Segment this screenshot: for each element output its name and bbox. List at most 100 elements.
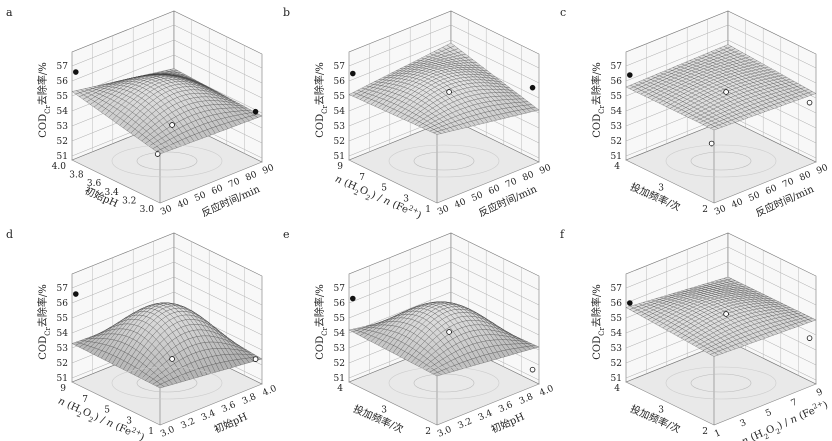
x1-tick-label: 2 <box>702 205 708 215</box>
x1-tick-label: 7 <box>82 395 88 405</box>
floor-contour <box>690 373 752 393</box>
panel-letter: e <box>283 228 290 241</box>
z-tick-label: 56 <box>334 77 346 87</box>
x2-tick-label: 9 <box>815 387 825 399</box>
z-tick-label: 51 <box>57 152 68 162</box>
axis-label-x1: 投加频率/次 <box>628 402 682 436</box>
floor-contour <box>690 151 752 171</box>
z-tick-label: 54 <box>57 107 69 117</box>
z-tick-label: 52 <box>334 359 345 369</box>
x2-tick-label: 3.4 <box>477 408 494 423</box>
x2-tick-label: 3.6 <box>220 400 237 415</box>
x2-tick-label: 50 <box>193 190 208 204</box>
response-surface <box>71 68 263 155</box>
z-tick-label: 53 <box>334 122 346 132</box>
z-axis-title: CODCr去除率/% <box>36 62 52 137</box>
x2-tick-label: 30 <box>713 204 728 218</box>
design-point <box>350 295 356 302</box>
x2-tick-label: 1 <box>713 428 722 439</box>
z-tick-label: 51 <box>611 374 622 384</box>
x1-tick-label: 3 <box>381 406 387 416</box>
z-gridline <box>348 291 540 336</box>
x2-tick-label: 3.8 <box>241 392 258 407</box>
z-gridline <box>348 246 540 291</box>
z-axis-title: CODCr去除率/% <box>313 62 329 137</box>
x1-tick-label: 3 <box>126 416 132 426</box>
x2-tick-label: 3 <box>739 418 749 430</box>
z-gridline <box>348 24 540 69</box>
x1-tick-label: 5 <box>104 406 110 416</box>
z-tick-label: 57 <box>334 62 346 72</box>
x2-tick-label: 5 <box>764 408 774 420</box>
z-tick-label: 54 <box>334 329 346 339</box>
floor-contour <box>413 373 475 393</box>
z-tick-label: 54 <box>334 107 346 117</box>
design-point <box>252 356 259 362</box>
x1-tick-label: 2 <box>425 427 431 437</box>
design-point <box>529 84 536 91</box>
x2-tick-label: 90 <box>261 163 276 177</box>
x2-tick-label: 50 <box>470 190 485 204</box>
floor-contour <box>111 144 223 178</box>
z-tick-label: 51 <box>334 374 345 384</box>
design-point <box>169 122 175 128</box>
surface-cell <box>710 352 719 357</box>
z-gridline <box>625 24 817 69</box>
x2-tick-label: 3.0 <box>159 425 176 440</box>
x1-tick-label: 3 <box>403 194 409 204</box>
z-tick-label: 57 <box>611 284 623 294</box>
z-gridline <box>71 54 263 99</box>
x1-tick-label: 4.0 <box>52 162 67 172</box>
x2-tick-label: 3.2 <box>457 417 474 432</box>
design-point <box>627 300 633 306</box>
z-tick-label: 57 <box>334 284 346 294</box>
z-tick-label: 51 <box>334 152 345 162</box>
design-point <box>708 140 715 147</box>
x2-tick-label: 40 <box>730 197 745 211</box>
x1-tick-label: 9 <box>60 384 66 394</box>
floor-contour <box>136 151 198 171</box>
z-axis-title: CODCr去除率/% <box>590 284 606 359</box>
z-gridline <box>625 246 817 291</box>
floor-contour <box>136 373 198 393</box>
x2-tick-label: 30 <box>159 204 174 218</box>
axis-label-x2: 初始pH <box>212 410 250 436</box>
x2-tick-label: 3.6 <box>497 400 514 415</box>
z-gridline <box>71 291 263 336</box>
design-point <box>73 291 79 297</box>
x1-tick-label: 4 <box>614 162 620 172</box>
z-gridline <box>71 261 263 306</box>
z-tick-label: 53 <box>611 344 623 354</box>
chart-panel-a: 51 52 53 54 55 56 57 4.03.83.63.43.2 3.0 30 40 50 60… <box>6 6 276 219</box>
z-axis-title: CODCr去除率/% <box>590 62 606 137</box>
floor-contour <box>665 366 777 400</box>
x2-tick-label: 80 <box>521 170 536 184</box>
x1-tick-label: 1 <box>425 205 431 215</box>
panel-letter: a <box>6 6 13 19</box>
design-point <box>806 335 813 341</box>
surface-cell <box>432 131 442 135</box>
design-point <box>350 70 356 77</box>
z-tick-label: 57 <box>57 284 69 294</box>
floor-contour <box>388 366 500 400</box>
z-tick-label: 51 <box>611 152 622 162</box>
z-tick-label: 54 <box>611 107 623 117</box>
axis-label-x2: n (H2O2) / n (Fe2+) <box>739 398 831 441</box>
z-axis-title: CODCr去除率/% <box>36 284 52 359</box>
response-surface <box>348 42 540 135</box>
design-point <box>723 89 729 95</box>
surface-cell <box>709 126 719 131</box>
x1-tick-label: 3 <box>658 406 664 416</box>
x1-tick-label: 3.2 <box>122 196 136 206</box>
x2-tick-label: 40 <box>176 197 191 211</box>
x1-tick-label: 3.0 <box>140 205 155 215</box>
response-surface <box>625 276 817 357</box>
panel-letter: b <box>283 6 290 19</box>
z-gridline <box>348 261 540 306</box>
z-tick-label: 55 <box>334 314 346 324</box>
z-gridline <box>71 39 263 84</box>
axis-label-x2: 初始pH <box>489 410 527 436</box>
response-surface <box>71 302 263 389</box>
